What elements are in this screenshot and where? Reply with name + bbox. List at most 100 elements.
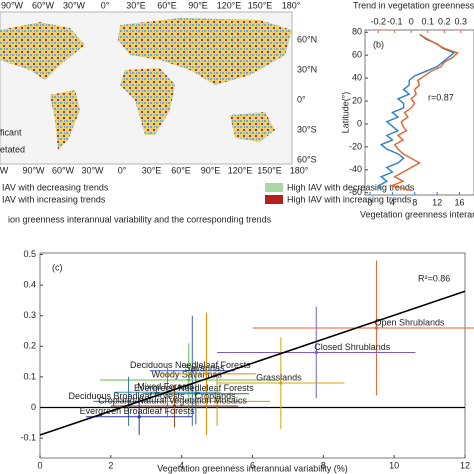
x2-axis-label: Trend in vegetation greenness interann: [353, 0, 474, 10]
x2-tick-label: 0.1: [421, 16, 434, 26]
y-tick-label: 0.3: [23, 310, 36, 320]
x-tick-label: 4: [179, 460, 184, 470]
land: [230, 112, 275, 142]
lon-label: 180°: [290, 165, 309, 175]
lon-label: 150°E: [257, 165, 282, 175]
point: [126, 399, 131, 403]
point-label: Savannas: [184, 363, 225, 373]
y-tick-label: -0.1: [20, 432, 36, 442]
x2-tick-label: 0: [409, 16, 414, 26]
lon-label: 0°: [118, 165, 127, 175]
x2-tick-label: -0.1: [387, 16, 403, 26]
lon-label: 30°E: [126, 0, 146, 10]
annotation: r=0.87: [428, 92, 454, 102]
lat-label: 60°N: [297, 34, 317, 44]
legend-label: etated: [0, 144, 25, 154]
lat-label: 60°S: [297, 154, 317, 164]
y-tick-label: -60: [349, 187, 362, 197]
y-axis-label: Latitude(°): [340, 92, 350, 134]
x-tick-label: 8: [412, 197, 417, 207]
lon-label: 30°E: [142, 165, 162, 175]
lon-label: 150°E: [248, 0, 273, 10]
lon-label: 120°E: [217, 0, 242, 10]
lon-label: 120°E: [228, 165, 253, 175]
y-tick-label: 0.5: [23, 249, 36, 259]
x-tick-label: 10: [389, 460, 399, 470]
profile-frame: [364, 29, 474, 196]
x2-tick-label: -0.2: [370, 16, 386, 26]
x-tick-label: 6: [250, 460, 255, 470]
map-panel: [0, 11, 293, 165]
scatter-frame: [39, 252, 466, 459]
y-tick-label: -40: [349, 164, 362, 174]
y-tick-label: 40: [352, 73, 362, 83]
lon-label: 60°E: [171, 165, 191, 175]
point-label: Closed Shrublands: [314, 342, 391, 352]
x-tick-label: 2: [108, 460, 113, 470]
x-axis-label: Vegetation greenness interannual va: [360, 209, 474, 219]
lon-label: 60°E: [157, 0, 177, 10]
land: [120, 68, 175, 135]
point: [187, 378, 191, 382]
y-tick-label: -20: [349, 141, 362, 151]
lon-label: W: [0, 165, 9, 175]
lat-label: 30°S: [297, 124, 317, 134]
land: [118, 18, 292, 85]
legend-swatch: [265, 195, 283, 204]
point-label: Cropland/Natural Vegetation Mosaics: [98, 395, 247, 405]
point-label: Deciduous Needleleaf Forests: [130, 360, 251, 370]
y-tick-label: 60: [352, 50, 362, 60]
lon-label: 30°W: [63, 0, 86, 10]
lon-label: 60°W: [52, 165, 75, 175]
lon-label: 90°W: [22, 165, 45, 175]
point-label: Grasslands: [256, 372, 302, 382]
point-label: Open Shrublands: [374, 317, 445, 327]
x-axis-label: Vegetation greenness interannual variabi…: [157, 463, 348, 473]
land: [50, 90, 80, 150]
legend-label: IAV with decreasing trends: [2, 182, 109, 192]
legend-label: ficant: [0, 127, 22, 137]
legend-label: High IAV with decreasing trends: [287, 182, 415, 192]
x-tick-label: 4: [390, 197, 395, 207]
caption: ion greenness interannual variability an…: [8, 214, 272, 224]
trend-line: [39, 290, 466, 436]
point: [137, 415, 141, 419]
lon-label: 0°: [101, 0, 110, 10]
point-label: Deciduous Broadleaf Forests: [69, 391, 186, 401]
legend-label: IAV with increasing trends: [2, 194, 106, 204]
panel-label: (b): [373, 39, 384, 49]
x-tick-label: 12: [460, 460, 470, 470]
y-tick-label: 0.1: [23, 371, 36, 381]
point: [215, 399, 219, 403]
x-tick-label: 0: [37, 460, 42, 470]
point-label: Evergreen Broadleaf Forests: [80, 406, 196, 416]
y-tick-label: 0: [31, 402, 36, 412]
point: [374, 326, 379, 330]
y-tick-label: 20: [352, 95, 362, 105]
x-tick-label: 16: [454, 197, 464, 207]
x-tick-label: 12: [432, 197, 442, 207]
legend-label: High IAV with increasing trends: [287, 194, 412, 204]
y-tick-label: 80: [352, 27, 362, 37]
lon-label: 90°E: [188, 0, 208, 10]
point-label: Evergreen Needleleaf Forests: [134, 383, 254, 393]
x-tick-label: 8: [321, 460, 326, 470]
point-label: Croplands: [195, 391, 237, 401]
x2-tick-label: 0.3: [455, 16, 468, 26]
lon-label: 90°E: [201, 165, 221, 175]
lon-label: 60°W: [32, 0, 55, 10]
profile-line: [389, 33, 459, 192]
point: [279, 381, 283, 385]
x2-tick-label: 0.2: [438, 16, 451, 26]
y-tick-label: 0.2: [23, 341, 36, 351]
point: [190, 369, 194, 373]
x-tick-label: 0: [368, 197, 373, 207]
lat-label: 0°: [297, 94, 306, 104]
lon-label: 30°W: [81, 165, 104, 175]
point: [172, 404, 177, 408]
legend-swatch: [265, 183, 283, 192]
lon-label: 180°: [282, 0, 301, 10]
y-tick-label: 0: [357, 118, 362, 128]
point: [204, 372, 209, 376]
annotation: R²=0.86: [418, 273, 450, 283]
